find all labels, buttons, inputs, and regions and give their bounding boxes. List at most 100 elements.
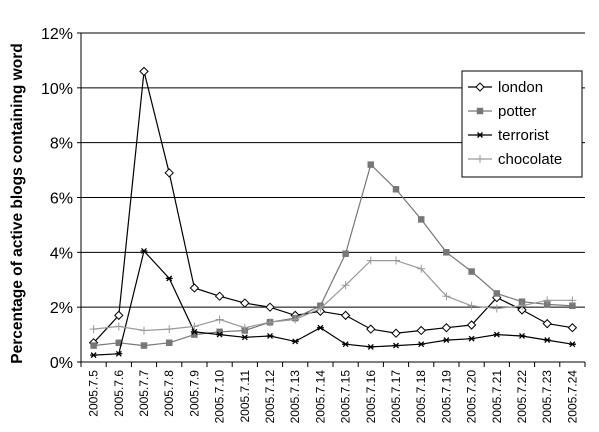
y-tick-label: 2%	[50, 300, 73, 317]
data-point-potter	[342, 250, 349, 257]
legend-item-london: london	[468, 79, 543, 96]
legend-swatch-marker	[475, 82, 485, 92]
data-point-london	[366, 324, 376, 334]
data-point-terrorist	[90, 352, 98, 359]
data-point-london	[265, 302, 275, 312]
data-point-chocolate	[442, 292, 451, 301]
data-point-chocolate	[417, 264, 426, 273]
data-point-terrorist	[316, 324, 324, 331]
x-tick-label: 2005.7.18	[414, 370, 428, 424]
data-point-london	[139, 66, 149, 77]
legend-swatch-marker	[476, 155, 484, 163]
data-point-chocolate	[492, 304, 501, 313]
y-tick-label: 0%	[50, 355, 73, 372]
legend-item-potter: potter	[468, 103, 536, 120]
x-tick-label: 2005.7.8	[162, 370, 176, 417]
data-point-chocolate	[316, 304, 325, 313]
series-group	[88, 66, 578, 359]
x-tick-label: 2005.7.22	[515, 370, 529, 424]
legend-label: chocolate	[498, 151, 562, 168]
data-point-terrorist	[190, 328, 198, 335]
data-point-terrorist	[568, 341, 576, 348]
data-point-chocolate	[140, 326, 148, 335]
data-point-terrorist	[367, 343, 375, 350]
data-point-chocolate	[165, 325, 174, 334]
data-point-london	[189, 283, 200, 293]
data-point-potter	[367, 161, 375, 168]
data-point-london	[517, 305, 527, 315]
data-point-chocolate	[266, 318, 274, 327]
x-tick-label: 2005.7.17	[389, 370, 403, 424]
x-tick-label: 2005.7.23	[540, 370, 554, 424]
data-point-terrorist	[468, 335, 476, 342]
data-point-terrorist	[266, 332, 274, 339]
x-tick-label: 2005.7.12	[263, 370, 277, 424]
data-point-potter	[165, 339, 173, 347]
data-point-terrorist	[241, 334, 249, 341]
series-terrorist	[90, 248, 576, 359]
y-tick-label: 10%	[41, 81, 73, 98]
data-point-chocolate	[366, 256, 375, 265]
data-point-terrorist	[442, 337, 450, 344]
data-point-london	[340, 310, 351, 321]
data-point-london	[441, 323, 452, 333]
data-point-chocolate	[568, 296, 577, 305]
data-point-potter	[90, 342, 97, 349]
data-point-london	[567, 323, 578, 333]
x-tick-label: 2005.7.9	[187, 370, 201, 417]
data-point-london	[416, 325, 426, 336]
series-line-potter	[93, 163, 573, 347]
data-point-chocolate	[291, 315, 300, 324]
data-point-terrorist	[518, 332, 526, 339]
data-point-terrorist	[543, 337, 551, 344]
data-point-london	[466, 320, 477, 330]
data-point-chocolate	[467, 301, 476, 310]
y-tick-label: 12%	[41, 26, 73, 43]
data-point-terrorist	[493, 331, 501, 338]
x-tick-label: 2005.7.10	[213, 370, 227, 424]
data-point-potter	[417, 216, 425, 223]
data-point-chocolate	[240, 323, 249, 332]
data-point-terrorist	[115, 350, 123, 357]
x-tick-label: 2005.7.20	[465, 370, 479, 424]
data-point-terrorist	[165, 275, 173, 282]
legend-item-chocolate: chocolate	[468, 151, 562, 168]
data-point-chocolate	[190, 322, 199, 331]
data-point-terrorist	[140, 248, 148, 254]
data-point-chocolate	[114, 322, 123, 331]
data-point-chocolate	[543, 296, 552, 305]
legend-swatch-marker	[476, 132, 484, 138]
data-point-london	[391, 328, 401, 338]
data-point-chocolate	[392, 256, 400, 265]
data-point-potter	[140, 342, 148, 349]
axes: 0% 2% 4% 6% 8% 10% 12% 2005.7.5 2005.7.6 2005.7.7…	[41, 26, 586, 424]
x-tick-label: 2005.7.16	[364, 370, 378, 424]
data-point-chocolate	[518, 301, 526, 310]
x-tick-label: 2005.7.11	[238, 370, 252, 423]
data-point-chocolate	[89, 325, 98, 334]
series-line-london	[93, 71, 573, 344]
data-point-london	[114, 310, 124, 321]
series-line-chocolate	[93, 260, 573, 332]
data-point-potter	[493, 290, 501, 297]
x-tick-label: 2005.7.7	[137, 370, 151, 417]
x-tick-label: 2005.7.21	[490, 370, 504, 424]
legend-item-terrorist: terrorist	[468, 127, 550, 144]
series-potter	[90, 161, 576, 349]
x-tick-label: 2005.7.5	[87, 370, 101, 417]
series-chocolate	[89, 256, 577, 335]
data-point-london	[240, 298, 250, 308]
data-point-potter	[468, 268, 475, 275]
data-point-potter	[443, 249, 450, 256]
x-tick-label: 2005.7.6	[112, 370, 126, 417]
data-point-potter	[392, 186, 400, 193]
series-line-terrorist	[93, 249, 573, 356]
legend-label: london	[498, 79, 543, 96]
x-tick-label: 2005.7.24	[565, 370, 579, 424]
data-point-london	[214, 291, 225, 301]
data-point-london	[164, 168, 174, 178]
y-tick-label: 4%	[50, 245, 73, 262]
legend-label: potter	[498, 103, 536, 120]
